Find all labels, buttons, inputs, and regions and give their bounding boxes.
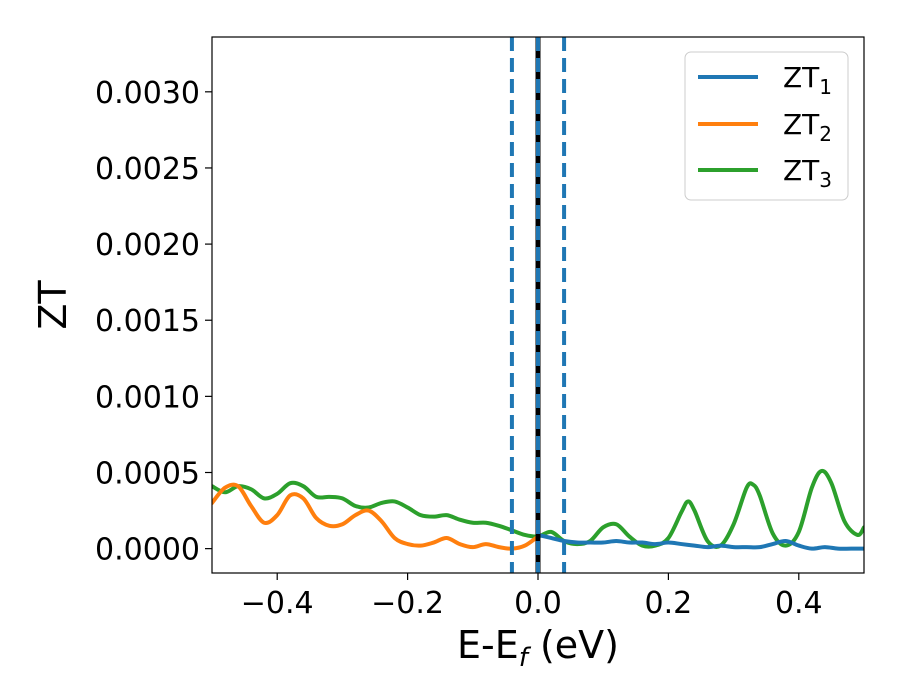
legend-label-zt1: ZT1 — [783, 61, 832, 99]
x-axis: −0.4 −0.2 0.0 0.2 0.4 — [241, 573, 823, 621]
y-tick-label: 0.0005 — [95, 457, 200, 492]
legend-entry-zt3: ZT3 — [698, 154, 832, 192]
legend-box — [684, 51, 849, 201]
legend-label-zt3-sub: 3 — [819, 168, 832, 192]
x-axis-title-main: E-E — [457, 623, 519, 667]
series-layer — [212, 37, 864, 573]
legend-label-zt1-sub: 1 — [819, 75, 832, 99]
legend-label-zt2-sub: 2 — [819, 122, 832, 146]
x-tick-label: 0.2 — [645, 586, 693, 621]
y-axis: 0.0000 0.0005 0.0010 0.0015 0.0020 0.0025 0.00… — [95, 76, 212, 568]
series-line-zt3 — [212, 468, 864, 549]
legend-entry-zt1: ZT1 — [698, 61, 832, 99]
series-line-zt2 — [212, 482, 540, 551]
y-tick-label: 0.0030 — [95, 76, 200, 111]
y-tick-label: 0.0010 — [95, 380, 200, 415]
y-axis-title: ZT — [31, 280, 75, 330]
x-tick-label: 0.4 — [775, 586, 823, 621]
legend-label-zt1-main: ZT — [783, 61, 820, 94]
series-line-zt1 — [536, 532, 864, 551]
y-tick-label: 0.0015 — [95, 304, 200, 339]
x-axis-title: E-Ef (eV) — [457, 623, 619, 673]
y-tick-label: 0.0020 — [95, 228, 200, 263]
legend-entry-zt2: ZT2 — [698, 108, 832, 146]
legend-label-zt3: ZT3 — [783, 154, 832, 192]
y-tick-label: 0.0025 — [95, 152, 200, 187]
x-axis-title-unit: (eV) — [528, 623, 619, 667]
legend-label-zt2: ZT2 — [783, 108, 832, 146]
x-tick-label: 0.0 — [514, 586, 562, 621]
legend-label-zt3-main: ZT — [783, 154, 820, 187]
legend: ZT1 ZT2 ZT3 — [684, 51, 849, 201]
y-tick-label: 0.0000 — [95, 533, 200, 568]
x-tick-label: −0.2 — [371, 586, 444, 621]
legend-label-zt2-main: ZT — [783, 108, 820, 141]
x-tick-label: −0.4 — [241, 586, 314, 621]
